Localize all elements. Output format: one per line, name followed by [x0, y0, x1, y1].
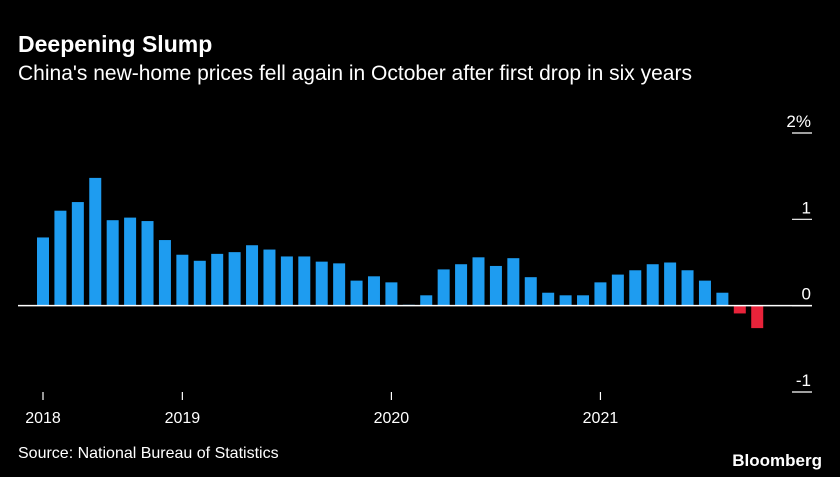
bar — [89, 177, 102, 306]
bar — [37, 237, 49, 306]
bar — [367, 276, 380, 306]
bar — [158, 240, 171, 306]
bar — [664, 262, 677, 306]
chart-subtitle: China's new-home prices fell again in Oc… — [18, 62, 692, 85]
bar — [646, 264, 659, 306]
bar — [559, 295, 572, 306]
bar — [542, 292, 555, 306]
bar — [472, 257, 485, 306]
bar — [577, 295, 590, 306]
bar — [333, 263, 346, 306]
bar — [733, 305, 746, 314]
bar — [489, 265, 502, 306]
bar — [594, 282, 607, 306]
y-tick-label: -1 — [796, 371, 811, 390]
bar — [176, 254, 189, 306]
y-tick-label: 0 — [802, 285, 811, 304]
bar — [681, 270, 694, 306]
x-tick-label: 2021 — [583, 410, 619, 427]
bar — [211, 253, 224, 306]
bar — [193, 260, 206, 306]
bar — [124, 217, 137, 306]
bar — [524, 277, 537, 306]
bar — [263, 249, 276, 306]
bar — [611, 274, 624, 306]
bar — [141, 221, 154, 306]
bar — [228, 252, 241, 306]
bar — [698, 280, 711, 306]
bar — [246, 245, 259, 306]
bar — [716, 292, 729, 306]
bar — [420, 295, 433, 306]
bar — [315, 261, 328, 306]
bar — [437, 269, 450, 306]
brand: Bloomberg — [732, 451, 822, 470]
bar — [298, 256, 311, 306]
bar — [71, 202, 84, 306]
source: Source: National Bureau of Statistics — [18, 445, 279, 462]
bar — [350, 280, 363, 306]
bar — [54, 210, 67, 306]
bar — [106, 220, 119, 306]
bar — [629, 270, 642, 306]
bar — [507, 258, 520, 306]
y-tick-label: 1 — [802, 198, 811, 217]
bar — [455, 264, 468, 306]
bar — [751, 305, 764, 329]
x-tick-label: 2018 — [25, 410, 61, 427]
chart-title: Deepening Slump — [18, 31, 212, 57]
y-tick-label: 2% — [786, 112, 811, 131]
x-tick-label: 2019 — [165, 410, 201, 427]
bar — [280, 256, 293, 306]
x-tick-label: 2020 — [374, 410, 410, 427]
bar — [385, 282, 398, 306]
